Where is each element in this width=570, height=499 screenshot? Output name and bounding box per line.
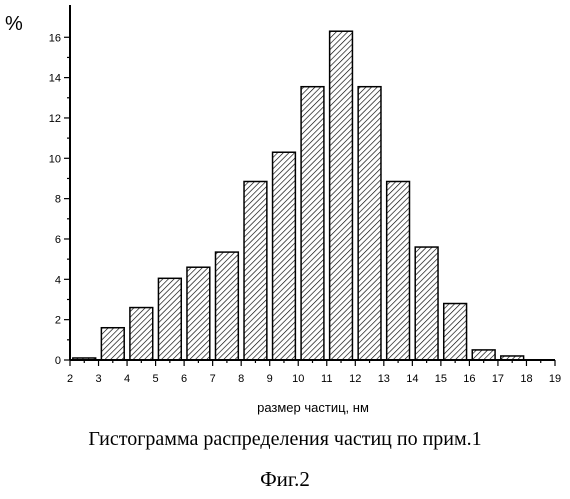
figure-number: Фиг.2 <box>0 467 570 492</box>
x-tick-label: 14 <box>406 373 418 385</box>
x-axis-title: размер частиц, нм <box>257 400 369 415</box>
x-tick-label: 7 <box>210 373 216 385</box>
bar <box>244 181 267 360</box>
bar <box>187 267 210 360</box>
x-tick-label: 5 <box>153 373 159 385</box>
x-tick-label: 4 <box>124 373 130 385</box>
x-tick-label: 13 <box>378 373 390 385</box>
bar <box>101 328 124 360</box>
y-tick-label: 10 <box>49 153 61 165</box>
bar <box>330 31 353 360</box>
bar <box>472 350 495 360</box>
x-tick-label: 18 <box>520 373 532 385</box>
x-tick-label: 6 <box>181 373 187 385</box>
bar <box>415 247 438 360</box>
y-tick-label: 2 <box>55 315 61 327</box>
x-axis: 2 3 4 5 6 7 8 9 10 11 12 13 14 15 16 17 18 19 <box>67 360 561 385</box>
y-unit-label: % <box>5 13 23 35</box>
bar <box>216 252 239 360</box>
figure-caption: Гистограмма распределения частиц по прим… <box>0 428 570 451</box>
bars-group <box>73 31 524 360</box>
y-tick-label: 12 <box>49 113 61 125</box>
y-tick-label: 16 <box>49 32 61 44</box>
bar <box>130 308 153 360</box>
bar <box>273 152 296 360</box>
bar <box>301 87 324 360</box>
y-tick-label: 4 <box>55 274 61 286</box>
y-tick-label: 0 <box>55 355 61 367</box>
x-tick-label: 11 <box>321 373 332 385</box>
bar <box>444 304 467 360</box>
x-tick-label: 17 <box>492 373 504 385</box>
bar <box>158 278 181 360</box>
x-tick-label: 8 <box>238 373 244 385</box>
bar <box>387 181 410 360</box>
x-tick-label: 9 <box>267 373 273 385</box>
x-tick-label: 10 <box>292 373 304 385</box>
x-tick-label: 3 <box>95 373 101 385</box>
y-tick-label: 14 <box>49 73 61 85</box>
x-tick-label: 2 <box>67 373 73 385</box>
x-tick-label: 15 <box>435 373 447 385</box>
x-tick-label: 19 <box>549 373 561 385</box>
y-axis: 0 2 4 6 8 10 12 14 16 <box>49 5 70 367</box>
bar <box>358 87 381 360</box>
y-tick-label: 6 <box>55 234 61 246</box>
histogram-chart: 0246810121416 23456789101112131415161718… <box>0 0 570 430</box>
y-tick-label: 8 <box>55 194 61 206</box>
x-tick-label: 16 <box>463 373 475 385</box>
x-tick-label: 12 <box>349 373 361 385</box>
